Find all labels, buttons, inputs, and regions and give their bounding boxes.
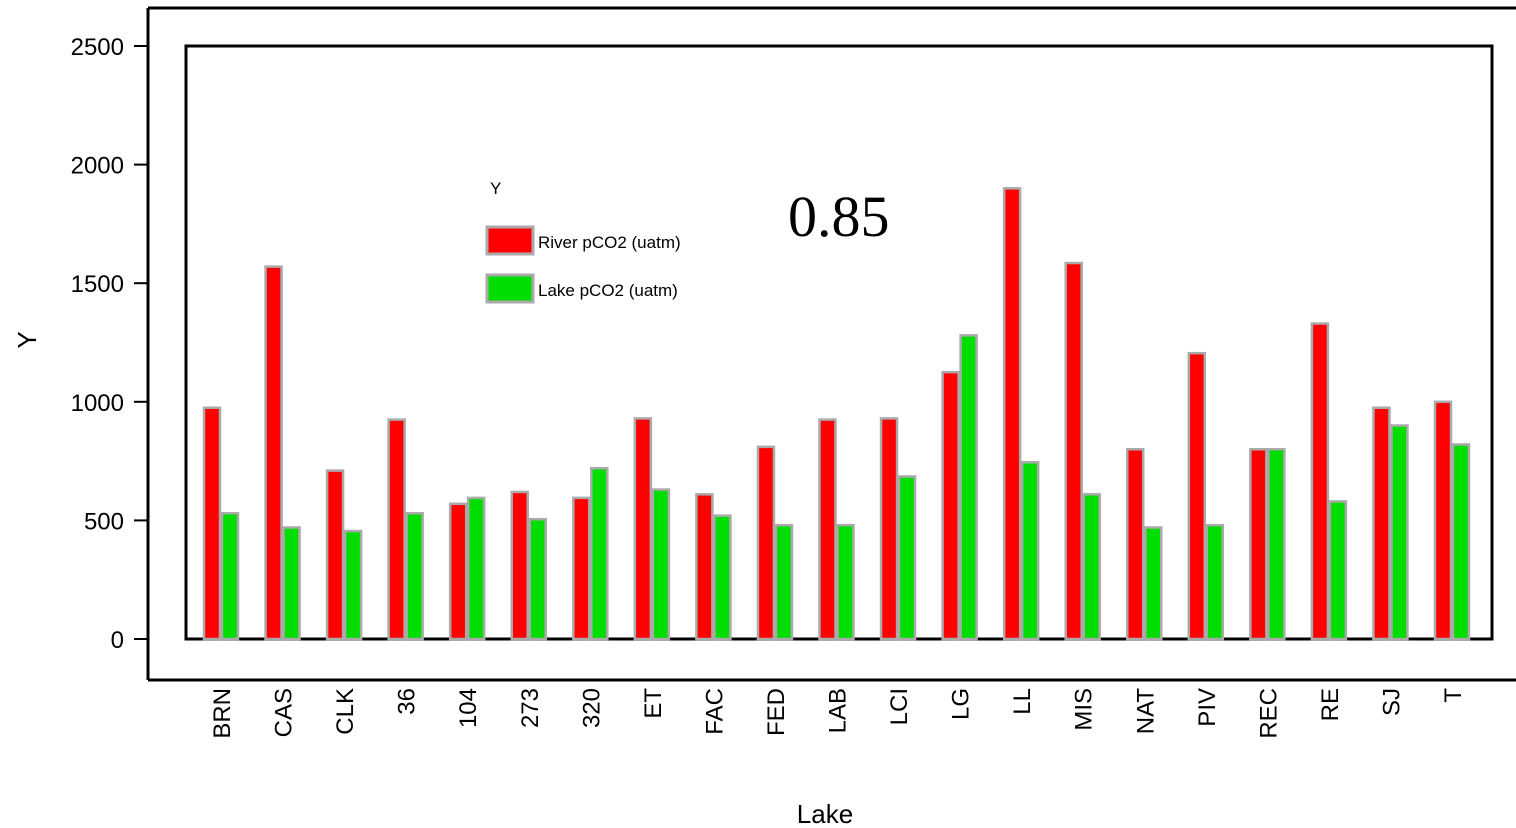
bar-river — [1187, 351, 1207, 641]
legend-title: Y — [490, 179, 501, 198]
bar-river — [510, 490, 529, 641]
bar-river — [1249, 447, 1268, 641]
bar-river — [695, 493, 714, 641]
x-tick-label: BRN — [209, 688, 236, 739]
x-tick-label: REC — [1255, 688, 1282, 739]
x-tick-label: MIS — [1071, 688, 1098, 731]
x-tick-label: ET — [640, 688, 667, 719]
bar-river — [879, 417, 899, 641]
x-tick-label: LL — [1009, 688, 1036, 715]
x-tick-label: LG — [948, 688, 975, 720]
bar-river — [264, 265, 283, 641]
y-tick-label: 1500 — [71, 271, 124, 298]
x-tick-label: CAS — [271, 688, 298, 737]
bar-river — [448, 502, 468, 641]
bar-river — [818, 418, 837, 641]
bar-river — [1433, 400, 1453, 641]
x-tick-label: 104 — [455, 688, 482, 728]
legend-swatch-lake — [485, 273, 535, 304]
bar-river — [941, 370, 960, 641]
y-tick-label: 2500 — [71, 34, 124, 61]
bar-river — [572, 496, 591, 641]
bar-lake — [343, 529, 363, 641]
x-tick-label: 36 — [394, 688, 421, 715]
y-tick-label: 2000 — [71, 153, 124, 180]
legend: Y River pCO2 (uatm) Lake pCO2 (uatm) — [485, 179, 681, 304]
bar-river — [202, 406, 222, 641]
bar-lake — [1020, 461, 1040, 641]
bar-lake — [1328, 500, 1348, 641]
x-tick-label: CLK — [332, 688, 359, 735]
x-tick-label: 320 — [578, 688, 605, 728]
y-axis-title: Y — [12, 331, 42, 348]
bar-river — [1310, 322, 1330, 641]
bar-lake — [774, 523, 794, 641]
bar-lake — [1451, 443, 1471, 641]
bars-group — [202, 187, 1471, 641]
legend-swatch-river — [485, 225, 535, 256]
bar-lake — [1082, 493, 1101, 641]
bar-lake — [651, 488, 671, 641]
outer-frame — [146, 6, 1516, 682]
bar-lake — [1205, 523, 1225, 641]
x-tick-label: FAC — [701, 688, 728, 735]
x-axis-title: Lake — [797, 799, 853, 828]
bar-lake — [1267, 447, 1286, 641]
bar-river — [325, 469, 345, 641]
bar-river — [633, 417, 653, 641]
x-tick-label: 273 — [517, 688, 544, 728]
bar-lake — [1390, 424, 1409, 641]
y-tick-label: 0 — [111, 627, 124, 654]
bar-lake — [1144, 526, 1163, 641]
bar-lake — [897, 475, 917, 641]
x-tick-label: SJ — [1378, 688, 1405, 716]
legend-label-river: River pCO2 (uatm) — [538, 233, 681, 252]
x-tick-label: PIV — [1194, 688, 1221, 727]
bar-lake — [528, 517, 547, 641]
bar-lake — [405, 512, 424, 641]
x-tick-label: T — [1440, 688, 1467, 703]
bar-lake — [590, 466, 609, 641]
bar-lake — [282, 526, 301, 641]
y-tick-label: 1000 — [71, 390, 124, 417]
bar-lake — [220, 512, 240, 641]
y-axis: 0 500 1000 1500 2000 2500 — [71, 34, 148, 654]
bar-river — [1126, 447, 1145, 641]
x-tick-label: FED — [763, 688, 790, 736]
bar-river — [1372, 406, 1391, 641]
bar-river — [1064, 261, 1083, 641]
legend-label-lake: Lake pCO2 (uatm) — [538, 281, 678, 300]
y-tick-label: 500 — [84, 508, 124, 535]
x-tick-label: NAT — [1132, 688, 1159, 735]
x-tick-label: LAB — [825, 688, 852, 733]
x-tick-label: LCI — [886, 688, 913, 725]
annotation-value: 0.85 — [788, 184, 890, 249]
bar-lake — [713, 514, 732, 641]
bar-river — [756, 445, 776, 641]
bar-river — [387, 418, 406, 641]
x-axis: BRN CAS CLK 36 104 273 320 ET FAC FED LAB LCI LG LL MI… — [209, 688, 1467, 739]
x-tick-label: RE — [1317, 688, 1344, 721]
bar-lake — [836, 523, 855, 641]
bar-lake — [466, 496, 486, 641]
bar-lake — [959, 334, 978, 641]
bar-river — [1002, 187, 1022, 641]
